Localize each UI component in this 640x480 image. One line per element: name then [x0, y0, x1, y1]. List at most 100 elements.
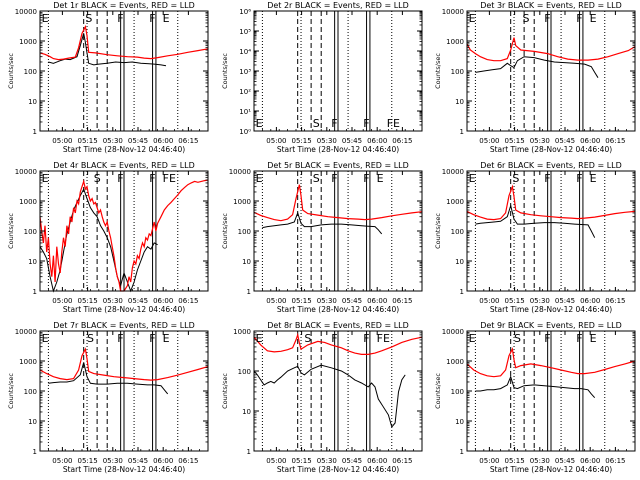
series-line-lld	[253, 332, 423, 355]
y-tick-label: 100	[451, 388, 464, 396]
panel-title: Det 5r BLACK = Events, RED = LLD	[267, 161, 409, 170]
x-tick-label: 06:00	[580, 297, 600, 305]
annotation-label: S	[85, 12, 92, 25]
y-tick-label: 100	[24, 68, 37, 76]
y-tick-label: 10¹	[239, 108, 251, 116]
x-tick-label: 05:00	[266, 457, 286, 465]
annotation-label: F	[363, 172, 369, 185]
x-tick-label: 06:00	[580, 137, 600, 145]
x-tick-label: 05:15	[292, 297, 312, 305]
annotation-label: E	[590, 172, 597, 185]
annotation-label: F	[117, 172, 123, 185]
x-tick-label: 06:15	[605, 457, 625, 465]
x-tick-label: 05:15	[78, 137, 98, 145]
annotation-label: S	[94, 172, 101, 185]
y-tick-label: 1	[33, 288, 37, 296]
annotation-label: E	[163, 12, 170, 25]
x-tick-label: 05:00	[52, 137, 72, 145]
annotation-label: F	[117, 12, 123, 25]
panel-title: Det 8r BLACK = Events, RED = LLD	[267, 321, 409, 330]
x-tick-label: 06:00	[153, 137, 173, 145]
x-tick-label: 05:00	[52, 297, 72, 305]
series-line-lld	[39, 179, 209, 292]
annotation-label: E	[42, 172, 49, 185]
x-tick-label: 05:45	[342, 137, 362, 145]
y-tick-label: 10	[28, 98, 37, 106]
x-tick-label: 05:45	[555, 137, 575, 145]
x-tick-label: 05:30	[317, 297, 337, 305]
x-tick-label: 05:45	[342, 297, 362, 305]
panel-det-3r: 1 10 100 1000 10000 05:00 05:15 05:30 05:45 06:00…	[434, 1, 636, 154]
y-tick-label: 1000	[233, 198, 251, 206]
annotation-label: E	[42, 12, 49, 25]
x-axis-label: Start Time (28-Nov-12 04:46:40)	[490, 305, 612, 314]
y-tick-label: 1000	[233, 328, 251, 336]
y-tick-label: 100	[238, 368, 251, 376]
x-tick-label: 05:45	[555, 457, 575, 465]
series-line-events	[48, 33, 167, 67]
y-tick-label: 1000	[446, 38, 464, 46]
x-tick-label: 05:30	[103, 137, 123, 145]
y-tick-label: 100	[451, 68, 464, 76]
x-tick-label: 06:15	[392, 297, 412, 305]
y-tick-label: 10000	[442, 168, 464, 176]
y-tick-label: 1	[33, 128, 37, 136]
annotation-label: F	[149, 332, 155, 345]
x-tick-label: 05:15	[505, 297, 525, 305]
x-tick-label: 05:15	[292, 137, 312, 145]
y-tick-label: 100	[451, 228, 464, 236]
x-tick-label: 05:30	[317, 457, 337, 465]
x-axis-label: Start Time (28-Nov-12 04:46:40)	[277, 145, 399, 154]
x-tick-label: 05:30	[530, 297, 550, 305]
y-tick-label: 1	[247, 448, 251, 456]
x-tick-label: 06:00	[367, 457, 387, 465]
x-tick-label: 05:30	[530, 137, 550, 145]
x-tick-label: 06:15	[178, 137, 198, 145]
y-axis-label: Counts/sec	[221, 213, 229, 249]
annotation-label: E	[590, 332, 597, 345]
y-axis-label: Counts/sec	[434, 373, 442, 409]
x-tick-label: 06:15	[392, 457, 412, 465]
series-line-lld	[39, 24, 209, 61]
x-tick-label: 06:15	[605, 297, 625, 305]
y-tick-label: 1000	[19, 38, 37, 46]
x-axis-label: Start Time (28-Nov-12 04:46:40)	[277, 465, 399, 474]
x-tick-label: 06:00	[367, 297, 387, 305]
annotation-label: E	[256, 172, 263, 185]
annotation-label: E	[42, 332, 49, 345]
y-tick-label: 1000	[446, 358, 464, 366]
series-line-lld	[466, 37, 636, 62]
y-axis-label: Counts/sec	[434, 213, 442, 249]
annotation-label: F	[544, 12, 550, 25]
y-tick-label: 10⁶	[239, 8, 251, 16]
series-line-events	[48, 362, 169, 395]
x-tick-label: 05:45	[555, 297, 575, 305]
x-tick-label: 05:30	[103, 297, 123, 305]
y-tick-label: 10⁵	[239, 28, 251, 36]
annotation-label: FE	[377, 332, 390, 345]
y-tick-label: 10	[28, 418, 37, 426]
y-tick-label: 10	[242, 258, 251, 266]
panel-title: Det 9r BLACK = Events, RED = LLD	[480, 321, 622, 330]
annotation-label: F	[149, 12, 155, 25]
series-line-lld	[253, 184, 423, 222]
y-tick-label: 100	[24, 228, 37, 236]
panel-det-2r: 10⁰ 10¹ 10² 10³ 10⁴ 10⁵ 10⁶ 05:00 05:15 05:30 05:4…	[221, 1, 423, 154]
annotation-label: F	[363, 332, 369, 345]
panel-title: Det 3r BLACK = Events, RED = LLD	[480, 1, 622, 10]
annotation-label: S	[514, 332, 521, 345]
annotation-label: E	[256, 117, 263, 130]
panel-title: Det 6r BLACK = Events, RED = LLD	[480, 161, 622, 170]
y-axis-label: Counts/sec	[7, 373, 15, 409]
annotation-label: F	[576, 172, 582, 185]
x-tick-label: 05:45	[128, 297, 148, 305]
x-tick-label: 05:15	[78, 297, 98, 305]
x-tick-label: 05:15	[78, 457, 98, 465]
annotation-label: S	[512, 172, 519, 185]
annotation-label: F	[331, 332, 337, 345]
x-tick-label: 05:30	[317, 137, 337, 145]
x-tick-label: 06:15	[178, 457, 198, 465]
annotation-label: S	[313, 172, 320, 185]
